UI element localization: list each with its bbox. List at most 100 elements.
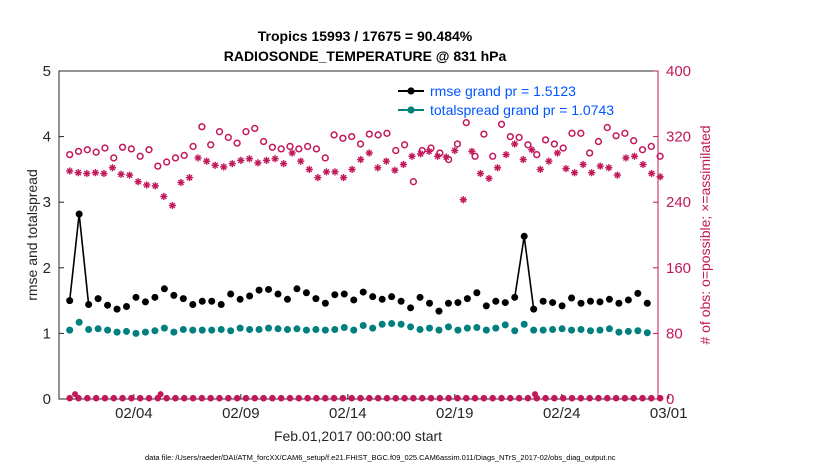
totalspread-point (170, 328, 178, 336)
obs-possible-point (594, 137, 603, 146)
rmse-point (605, 295, 613, 303)
obs-count-baseline-point (72, 391, 79, 398)
obs-count-baseline-point (603, 394, 611, 402)
totalspread-point (615, 328, 623, 336)
obs-count-baseline-point (392, 394, 400, 402)
obs-assimilated-point (228, 160, 236, 168)
rmse-point (454, 299, 462, 307)
totalspread-point (255, 325, 263, 333)
obs-possible-point (348, 132, 356, 141)
obs-possible-point (374, 131, 382, 139)
obs-possible-point (145, 146, 153, 154)
obs-assimilated-point (519, 155, 527, 164)
obs-assimilated-point (639, 160, 647, 169)
obs-count-baseline-point (313, 394, 320, 402)
obs-possible-point (321, 154, 329, 162)
totalspread-point (331, 325, 339, 333)
rmse-point (340, 290, 348, 298)
obs-possible-point (101, 144, 109, 152)
rmse-point (549, 299, 557, 307)
obs-assimilated-point (314, 174, 322, 182)
obs-possible-point (162, 158, 171, 166)
obs-assimilated-point (605, 164, 613, 172)
rmse-point (293, 285, 301, 293)
obs-count-baseline-point (462, 394, 470, 402)
totalspread-point (369, 324, 377, 332)
totalspread-point (350, 326, 358, 334)
obs-possible-point (409, 178, 418, 186)
obs-count-baseline-point (84, 394, 91, 402)
obs-assimilated-point (613, 171, 621, 179)
obs-count-baseline-point (172, 394, 179, 402)
obs-count-baseline-point (295, 394, 303, 402)
obs-possible-point (330, 131, 338, 139)
x-axis: 02/04 02/09 02/14 02/19 02/24 03/01 (115, 394, 687, 422)
obs-count-baseline-point (531, 391, 538, 398)
obs-assimilated-point (125, 171, 134, 179)
rmse-point (227, 290, 235, 298)
obs-assimilated-point (382, 157, 390, 165)
obs-assimilated-point (553, 149, 562, 157)
obs-possible-point (277, 145, 285, 153)
obs-possible-point (303, 142, 312, 151)
rmse-point (208, 297, 216, 305)
obs-assimilated-point (339, 174, 348, 182)
obs-possible-point (171, 154, 180, 162)
totalspread-point (160, 324, 168, 332)
obs-assimilated-point (74, 169, 82, 177)
obs-count-baseline-point (401, 394, 408, 402)
obs-assimilated-point (365, 149, 373, 157)
obs-possible-point (550, 140, 559, 148)
obs-count-baseline-point (551, 394, 558, 402)
obs-count-baseline-point (233, 394, 241, 402)
obs-assimilated-point (305, 165, 313, 173)
obs-count-baseline-point (383, 394, 391, 402)
obs-count-baseline-point (180, 394, 188, 402)
obs-possible-point (524, 141, 532, 149)
obs-count-baseline-point (251, 394, 259, 402)
obs-assimilated-point (331, 168, 339, 176)
totalspread-point (549, 325, 557, 333)
obs-possible-point (480, 130, 488, 138)
obs-count-baseline-point (157, 391, 164, 398)
y-axis-right-label: # of obs: o=possible; ×=assimilated (697, 125, 713, 344)
totalspread-point (605, 325, 613, 333)
totalspread-point (94, 325, 102, 333)
obs-possible-point (533, 150, 541, 159)
obs-assimilated-point (211, 161, 219, 169)
obs-count-baseline-point (101, 394, 109, 402)
totalspread-point (198, 326, 206, 334)
obs-count-baseline-point (207, 394, 214, 402)
obs-count-baseline-point (154, 394, 162, 402)
obs-assimilated-point (570, 169, 579, 177)
obs-assimilated-point (502, 151, 510, 159)
obs-assimilated-point (262, 156, 271, 164)
obs-possible-point (242, 128, 250, 136)
x-tick-label: 02/14 (329, 405, 367, 422)
y-tick-label: 3 (43, 194, 51, 211)
totalspread-point (66, 326, 74, 334)
obs-possible-point (189, 142, 197, 151)
obs-possible-point (268, 143, 277, 151)
rmse-point (170, 291, 178, 299)
rmse-point (577, 299, 585, 307)
totalspread-point (312, 325, 320, 333)
obs-count-baseline-point (507, 394, 514, 402)
obs-count-baseline-point (498, 394, 505, 402)
obs-assimilated-point (511, 140, 519, 148)
obs-count-baseline-point (163, 394, 170, 402)
rmse-point (634, 289, 642, 297)
obs-assimilated-point (271, 155, 279, 163)
obs-count-baseline-point (445, 394, 452, 402)
obs-count-baseline-point (418, 394, 426, 402)
obs-count-baseline-point (286, 394, 294, 402)
totalspread-point (397, 320, 405, 328)
obs-assimilated-point (66, 167, 74, 175)
rmse-point (369, 293, 377, 301)
obs-assimilated-point (442, 153, 450, 161)
obs-count-baseline-point (66, 394, 73, 402)
rmse-point (255, 286, 263, 294)
rmse-point (407, 304, 415, 312)
totalspread-point (407, 323, 415, 331)
obs-count-baseline-point (427, 394, 435, 402)
